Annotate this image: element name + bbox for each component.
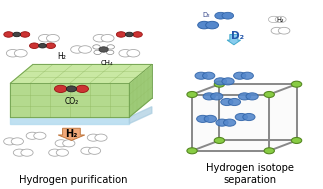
Circle shape xyxy=(241,72,254,79)
Circle shape xyxy=(264,91,274,98)
Circle shape xyxy=(125,32,133,37)
Circle shape xyxy=(81,147,93,154)
Circle shape xyxy=(13,149,26,156)
Polygon shape xyxy=(219,84,297,140)
Circle shape xyxy=(67,86,77,92)
Circle shape xyxy=(13,32,21,37)
Circle shape xyxy=(29,43,39,49)
Text: H₂: H₂ xyxy=(277,17,284,23)
Circle shape xyxy=(215,12,226,19)
Circle shape xyxy=(55,85,67,92)
Circle shape xyxy=(34,132,46,139)
Circle shape xyxy=(116,32,126,37)
Circle shape xyxy=(46,43,56,49)
Text: Hydrogen purification: Hydrogen purification xyxy=(19,175,127,184)
Text: CO₂: CO₂ xyxy=(64,97,78,106)
Circle shape xyxy=(4,32,13,37)
Circle shape xyxy=(14,50,27,57)
Polygon shape xyxy=(269,84,297,151)
Polygon shape xyxy=(192,84,297,94)
Text: Hydrogen isotope
separation: Hydrogen isotope separation xyxy=(206,163,294,184)
Circle shape xyxy=(101,34,114,42)
Circle shape xyxy=(222,12,234,19)
Circle shape xyxy=(278,27,290,34)
Circle shape xyxy=(99,47,108,52)
Circle shape xyxy=(71,46,84,53)
Circle shape xyxy=(39,43,47,48)
Circle shape xyxy=(243,113,255,121)
Circle shape xyxy=(211,93,223,100)
Text: H₂: H₂ xyxy=(57,53,66,61)
Circle shape xyxy=(214,81,224,87)
Circle shape xyxy=(234,72,246,79)
Polygon shape xyxy=(129,107,152,124)
Circle shape xyxy=(133,32,142,37)
Circle shape xyxy=(76,85,89,92)
Circle shape xyxy=(222,78,234,85)
Polygon shape xyxy=(192,140,297,151)
Circle shape xyxy=(119,50,132,57)
Circle shape xyxy=(55,140,67,147)
Text: D₂: D₂ xyxy=(203,12,210,18)
Text: D₂: D₂ xyxy=(231,31,244,41)
Circle shape xyxy=(47,34,59,42)
Circle shape xyxy=(56,149,68,156)
Circle shape xyxy=(291,137,302,143)
Circle shape xyxy=(187,148,197,154)
Circle shape xyxy=(79,46,91,53)
Circle shape xyxy=(187,91,197,98)
Circle shape xyxy=(11,138,24,145)
Circle shape xyxy=(291,81,302,87)
Polygon shape xyxy=(10,117,129,124)
Circle shape xyxy=(246,93,258,100)
Circle shape xyxy=(214,137,224,143)
Circle shape xyxy=(26,132,38,139)
Circle shape xyxy=(198,21,211,29)
Circle shape xyxy=(203,72,215,79)
Circle shape xyxy=(235,113,247,121)
Circle shape xyxy=(20,32,30,37)
Circle shape xyxy=(107,45,114,49)
Circle shape xyxy=(21,149,33,156)
Circle shape xyxy=(93,34,106,42)
Circle shape xyxy=(271,27,283,34)
Text: CH₄: CH₄ xyxy=(100,60,113,66)
Circle shape xyxy=(264,148,274,154)
Text: H₂: H₂ xyxy=(65,129,78,139)
Circle shape xyxy=(6,50,19,57)
Circle shape xyxy=(221,98,233,106)
Circle shape xyxy=(107,50,114,54)
Circle shape xyxy=(238,93,251,100)
Circle shape xyxy=(38,34,51,42)
Circle shape xyxy=(214,78,226,85)
Polygon shape xyxy=(10,64,152,83)
Circle shape xyxy=(275,16,286,23)
Circle shape xyxy=(206,21,219,29)
Circle shape xyxy=(95,134,107,141)
Circle shape xyxy=(204,115,216,122)
Circle shape xyxy=(224,119,236,126)
Circle shape xyxy=(87,134,99,141)
FancyArrow shape xyxy=(58,128,85,140)
Circle shape xyxy=(268,16,279,23)
Circle shape xyxy=(228,98,241,106)
Polygon shape xyxy=(192,94,269,151)
Polygon shape xyxy=(192,84,219,151)
Circle shape xyxy=(216,119,228,126)
Circle shape xyxy=(197,115,209,122)
Circle shape xyxy=(203,93,215,100)
Polygon shape xyxy=(129,64,152,117)
Circle shape xyxy=(4,138,16,145)
Circle shape xyxy=(63,140,75,147)
FancyArrow shape xyxy=(227,34,241,45)
Circle shape xyxy=(195,72,207,79)
Circle shape xyxy=(93,45,100,49)
Circle shape xyxy=(49,149,61,156)
Circle shape xyxy=(94,50,101,54)
Circle shape xyxy=(127,50,140,57)
Circle shape xyxy=(89,147,101,154)
Polygon shape xyxy=(10,83,129,117)
